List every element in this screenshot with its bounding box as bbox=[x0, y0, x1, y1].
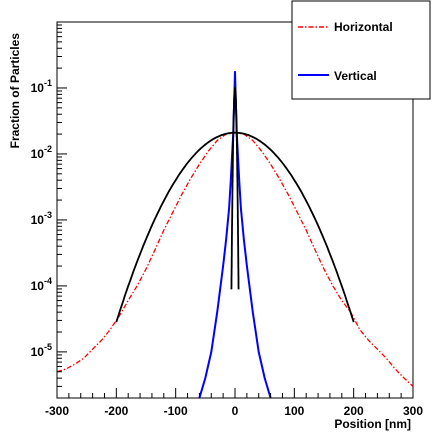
legend-box bbox=[291, 0, 431, 100]
x-tick-label: -200 bbox=[104, 404, 128, 418]
y-tick-label: 10-5 bbox=[31, 342, 52, 359]
axes: -300 -200 -100 0 100 200 300 10-5 10-4 10-3 10-2 10… bbox=[31, 24, 423, 418]
x-tick-label: -100 bbox=[164, 404, 188, 418]
series-vertical-line bbox=[198, 71, 272, 399]
y-axis-label: Fraction of Particles bbox=[8, 33, 22, 149]
curves bbox=[56, 71, 414, 399]
y-tick-label: 10-3 bbox=[31, 210, 52, 227]
y-tick-label: 10-2 bbox=[31, 144, 52, 161]
fit-curve-2 bbox=[230, 86, 240, 290]
x-tick-label: 0 bbox=[232, 404, 239, 418]
y-tick-label: 10-4 bbox=[31, 276, 52, 293]
legend-label-vertical: Vertical bbox=[334, 69, 377, 83]
x-tick-label: 300 bbox=[403, 404, 423, 418]
y-tick-label: 10-1 bbox=[31, 78, 52, 95]
x-tick-label: 100 bbox=[284, 404, 304, 418]
x-tick-label: 200 bbox=[344, 404, 364, 418]
x-tick-label: -300 bbox=[45, 404, 69, 418]
legend: Horizontal Vertical bbox=[291, 0, 431, 100]
fit-curve-1 bbox=[115, 131, 355, 323]
x-axis-label: Position [nm] bbox=[334, 417, 411, 431]
legend-label-horizontal: Horizontal bbox=[334, 20, 393, 34]
